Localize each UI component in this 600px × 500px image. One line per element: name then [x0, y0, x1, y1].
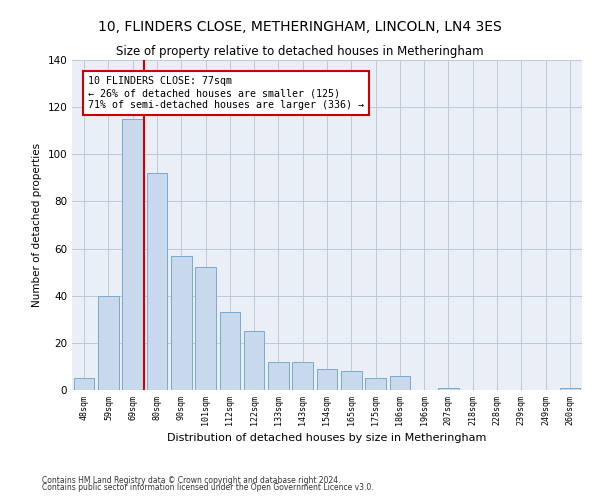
- Bar: [74, 378, 94, 390]
- Bar: [244, 331, 265, 390]
- Text: Size of property relative to detached houses in Metheringham: Size of property relative to detached ho…: [116, 45, 484, 58]
- Bar: [292, 362, 313, 390]
- Bar: [341, 371, 362, 390]
- Bar: [389, 376, 410, 390]
- Bar: [365, 378, 386, 390]
- Bar: [122, 119, 143, 390]
- Bar: [171, 256, 191, 390]
- Text: Contains HM Land Registry data © Crown copyright and database right 2024.: Contains HM Land Registry data © Crown c…: [42, 476, 341, 485]
- Bar: [268, 362, 289, 390]
- Bar: [317, 369, 337, 390]
- Bar: [220, 312, 240, 390]
- Text: 10 FLINDERS CLOSE: 77sqm
← 26% of detached houses are smaller (125)
71% of semi-: 10 FLINDERS CLOSE: 77sqm ← 26% of detach…: [88, 76, 364, 110]
- X-axis label: Distribution of detached houses by size in Metheringham: Distribution of detached houses by size …: [167, 433, 487, 443]
- Bar: [146, 173, 167, 390]
- Bar: [195, 268, 216, 390]
- Bar: [98, 296, 119, 390]
- Bar: [560, 388, 580, 390]
- Y-axis label: Number of detached properties: Number of detached properties: [32, 143, 42, 307]
- Text: 10, FLINDERS CLOSE, METHERINGHAM, LINCOLN, LN4 3ES: 10, FLINDERS CLOSE, METHERINGHAM, LINCOL…: [98, 20, 502, 34]
- Text: Contains public sector information licensed under the Open Government Licence v3: Contains public sector information licen…: [42, 484, 374, 492]
- Bar: [438, 388, 459, 390]
